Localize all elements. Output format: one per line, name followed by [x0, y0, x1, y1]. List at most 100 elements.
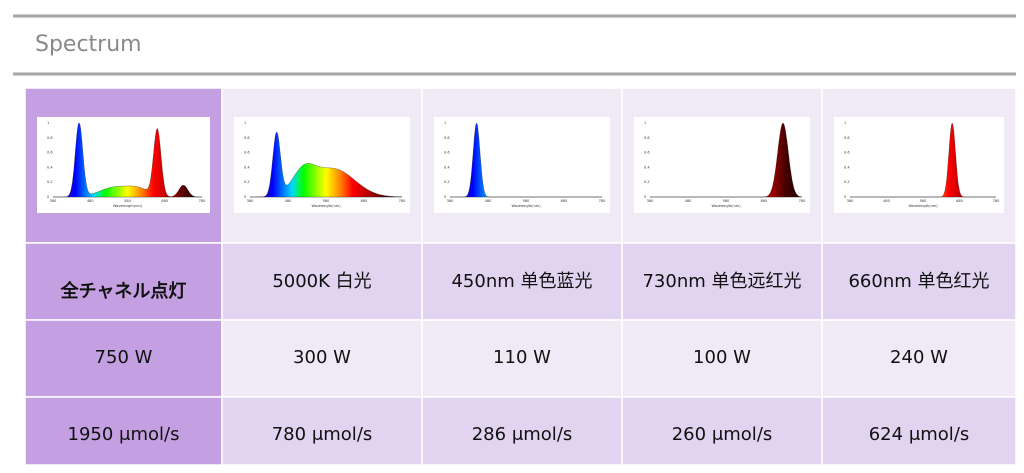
photon-flux: 624 μmol/s [869, 424, 970, 445]
axis-tick-label: 0.4 [844, 165, 850, 169]
axis-tick-label: 680 [161, 199, 168, 203]
spectrum-image: 0 0.2 0.4 0.6 0.8 1 380 480 580 680 780 Wavelength(… [834, 117, 1004, 213]
power: 300 W [293, 347, 351, 368]
axis-tick-label: 1 [644, 121, 646, 125]
photon-flux: 286 μmol/s [472, 424, 573, 445]
axis-tick-label: 0 [644, 195, 646, 199]
spectrum-image: 0 0.2 0.4 0.6 0.8 1 380 480 580 680 780 Wavelength(… [634, 117, 810, 213]
axis-label: Wavelength(nm) [908, 204, 938, 208]
axis-tick-label: 480 [883, 199, 890, 203]
axis-tick-label: 0.2 [844, 180, 850, 184]
axis-tick-label: 0.6 [244, 151, 250, 155]
photon-flux: 1950 μmol/s [68, 424, 180, 445]
axis-tick-label: 580 [124, 199, 131, 203]
spec-table: 0 0.2 0.4 0.6 0.8 1 380 480 580 680 780 Wavelength(… [24, 87, 1017, 466]
axis-tick-label: 0.8 [644, 136, 650, 140]
axis-tick-label: 680 [761, 199, 768, 203]
axis-tick-label: 0.2 [47, 180, 53, 184]
table-cell [24, 242, 223, 321]
table-cell [621, 396, 823, 466]
axis-tick-label: 580 [920, 199, 927, 203]
table-cell [421, 242, 623, 321]
axis-tick-label: 0 [244, 195, 246, 199]
spectrum-curve [650, 122, 803, 198]
spectrum-curve [450, 122, 602, 198]
spectrum-curve [53, 122, 202, 198]
axis-tick-label: 0.4 [444, 165, 450, 169]
axis-tick-label: 0.2 [444, 180, 450, 184]
axis-tick-label: 0.6 [644, 151, 650, 155]
axis-tick-label: 680 [361, 199, 368, 203]
spectrum-curve [850, 122, 996, 198]
axis-label: Wavelength(nm) [511, 204, 541, 208]
power: 100 W [693, 347, 751, 368]
table-cell [621, 242, 823, 321]
axis-tick-label: 480 [485, 199, 492, 203]
axis-tick-label: 580 [723, 199, 730, 203]
axis-tick-label: 780 [993, 199, 1000, 203]
axis-tick-label: 0.6 [844, 151, 850, 155]
axis-label: Wavelength(nm) [711, 204, 741, 208]
axis-tick-label: 0 [444, 195, 446, 199]
table-cell [621, 319, 823, 398]
table-cell [221, 396, 423, 466]
axis-tick-label: 380 [847, 199, 854, 203]
axis-tick-label: 580 [323, 199, 330, 203]
axis-tick-label: 780 [799, 199, 806, 203]
axis-tick-label: 0.4 [47, 165, 53, 169]
channel-label: 730nm 单色远红光 [642, 271, 801, 292]
axis-tick-label: 1 [844, 121, 846, 125]
channel-label: 450nm 单色蓝光 [451, 271, 592, 292]
table-cell [24, 396, 223, 466]
spectrum-curve [250, 131, 403, 198]
axis-tick-label: 0.8 [244, 136, 250, 140]
axis-tick-label: 0.2 [644, 180, 650, 184]
table-cell [221, 319, 423, 398]
power: 110 W [493, 347, 551, 368]
table-cell [221, 242, 423, 321]
channel-label: 全チャネル点灯 [60, 280, 187, 302]
axis-tick-label: 0.2 [244, 180, 250, 184]
axis-tick-label: 480 [87, 199, 94, 203]
axis-tick-label: 0.4 [244, 165, 250, 169]
axis-tick-label: 580 [523, 199, 530, 203]
axis-tick-label: 1 [444, 121, 446, 125]
channel-label: 5000K 白光 [272, 271, 371, 292]
axis-tick-label: 680 [956, 199, 963, 203]
axis-tick-label: 0.8 [47, 136, 53, 140]
axis-tick-label: 0.6 [444, 151, 450, 155]
spectrum-image: 0 0.2 0.4 0.6 0.8 1 380 480 580 680 780 Wavelength(… [434, 117, 610, 213]
axis-tick-label: 680 [561, 199, 568, 203]
spectrum-image: 0 0.2 0.4 0.6 0.8 1 380 480 580 680 780 Wavelength(… [37, 117, 210, 213]
axis-tick-label: 780 [399, 199, 406, 203]
axis-tick-label: 380 [647, 199, 654, 203]
photon-flux: 260 μmol/s [672, 424, 773, 445]
table-cell [421, 396, 623, 466]
photon-flux: 780 μmol/s [272, 424, 373, 445]
axis-tick-label: 480 [685, 199, 692, 203]
table-cell [24, 319, 223, 398]
axis-tick-label: 380 [50, 199, 57, 203]
axis-label: Wavelength(nm) [113, 204, 143, 208]
axis-tick-label: 380 [247, 199, 254, 203]
axis-tick-label: 1 [47, 121, 49, 125]
table-cell [821, 319, 1017, 398]
axis-tick-label: 0 [47, 195, 49, 199]
axis-tick-label: 0.6 [47, 151, 53, 155]
axis-tick-label: 780 [199, 199, 206, 203]
axis-tick-label: 380 [447, 199, 454, 203]
axis-tick-label: 1 [244, 121, 246, 125]
table-cell [421, 319, 623, 398]
axis-tick-label: 780 [599, 199, 606, 203]
axis-tick-label: 0.4 [644, 165, 650, 169]
axis-tick-label: 0.8 [444, 136, 450, 140]
axis-tick-label: 0 [844, 195, 846, 199]
spectrum-image: 0 0.2 0.4 0.6 0.8 1 380 480 580 680 780 Wavelength(… [234, 117, 410, 213]
axis-tick-label: 480 [285, 199, 292, 203]
section-title: Spectrum [35, 32, 142, 57]
table-cell [821, 396, 1017, 466]
axis-tick-label: 0.8 [844, 136, 850, 140]
axis-label: Wavelength(nm) [311, 204, 341, 208]
power: 240 W [890, 347, 948, 368]
